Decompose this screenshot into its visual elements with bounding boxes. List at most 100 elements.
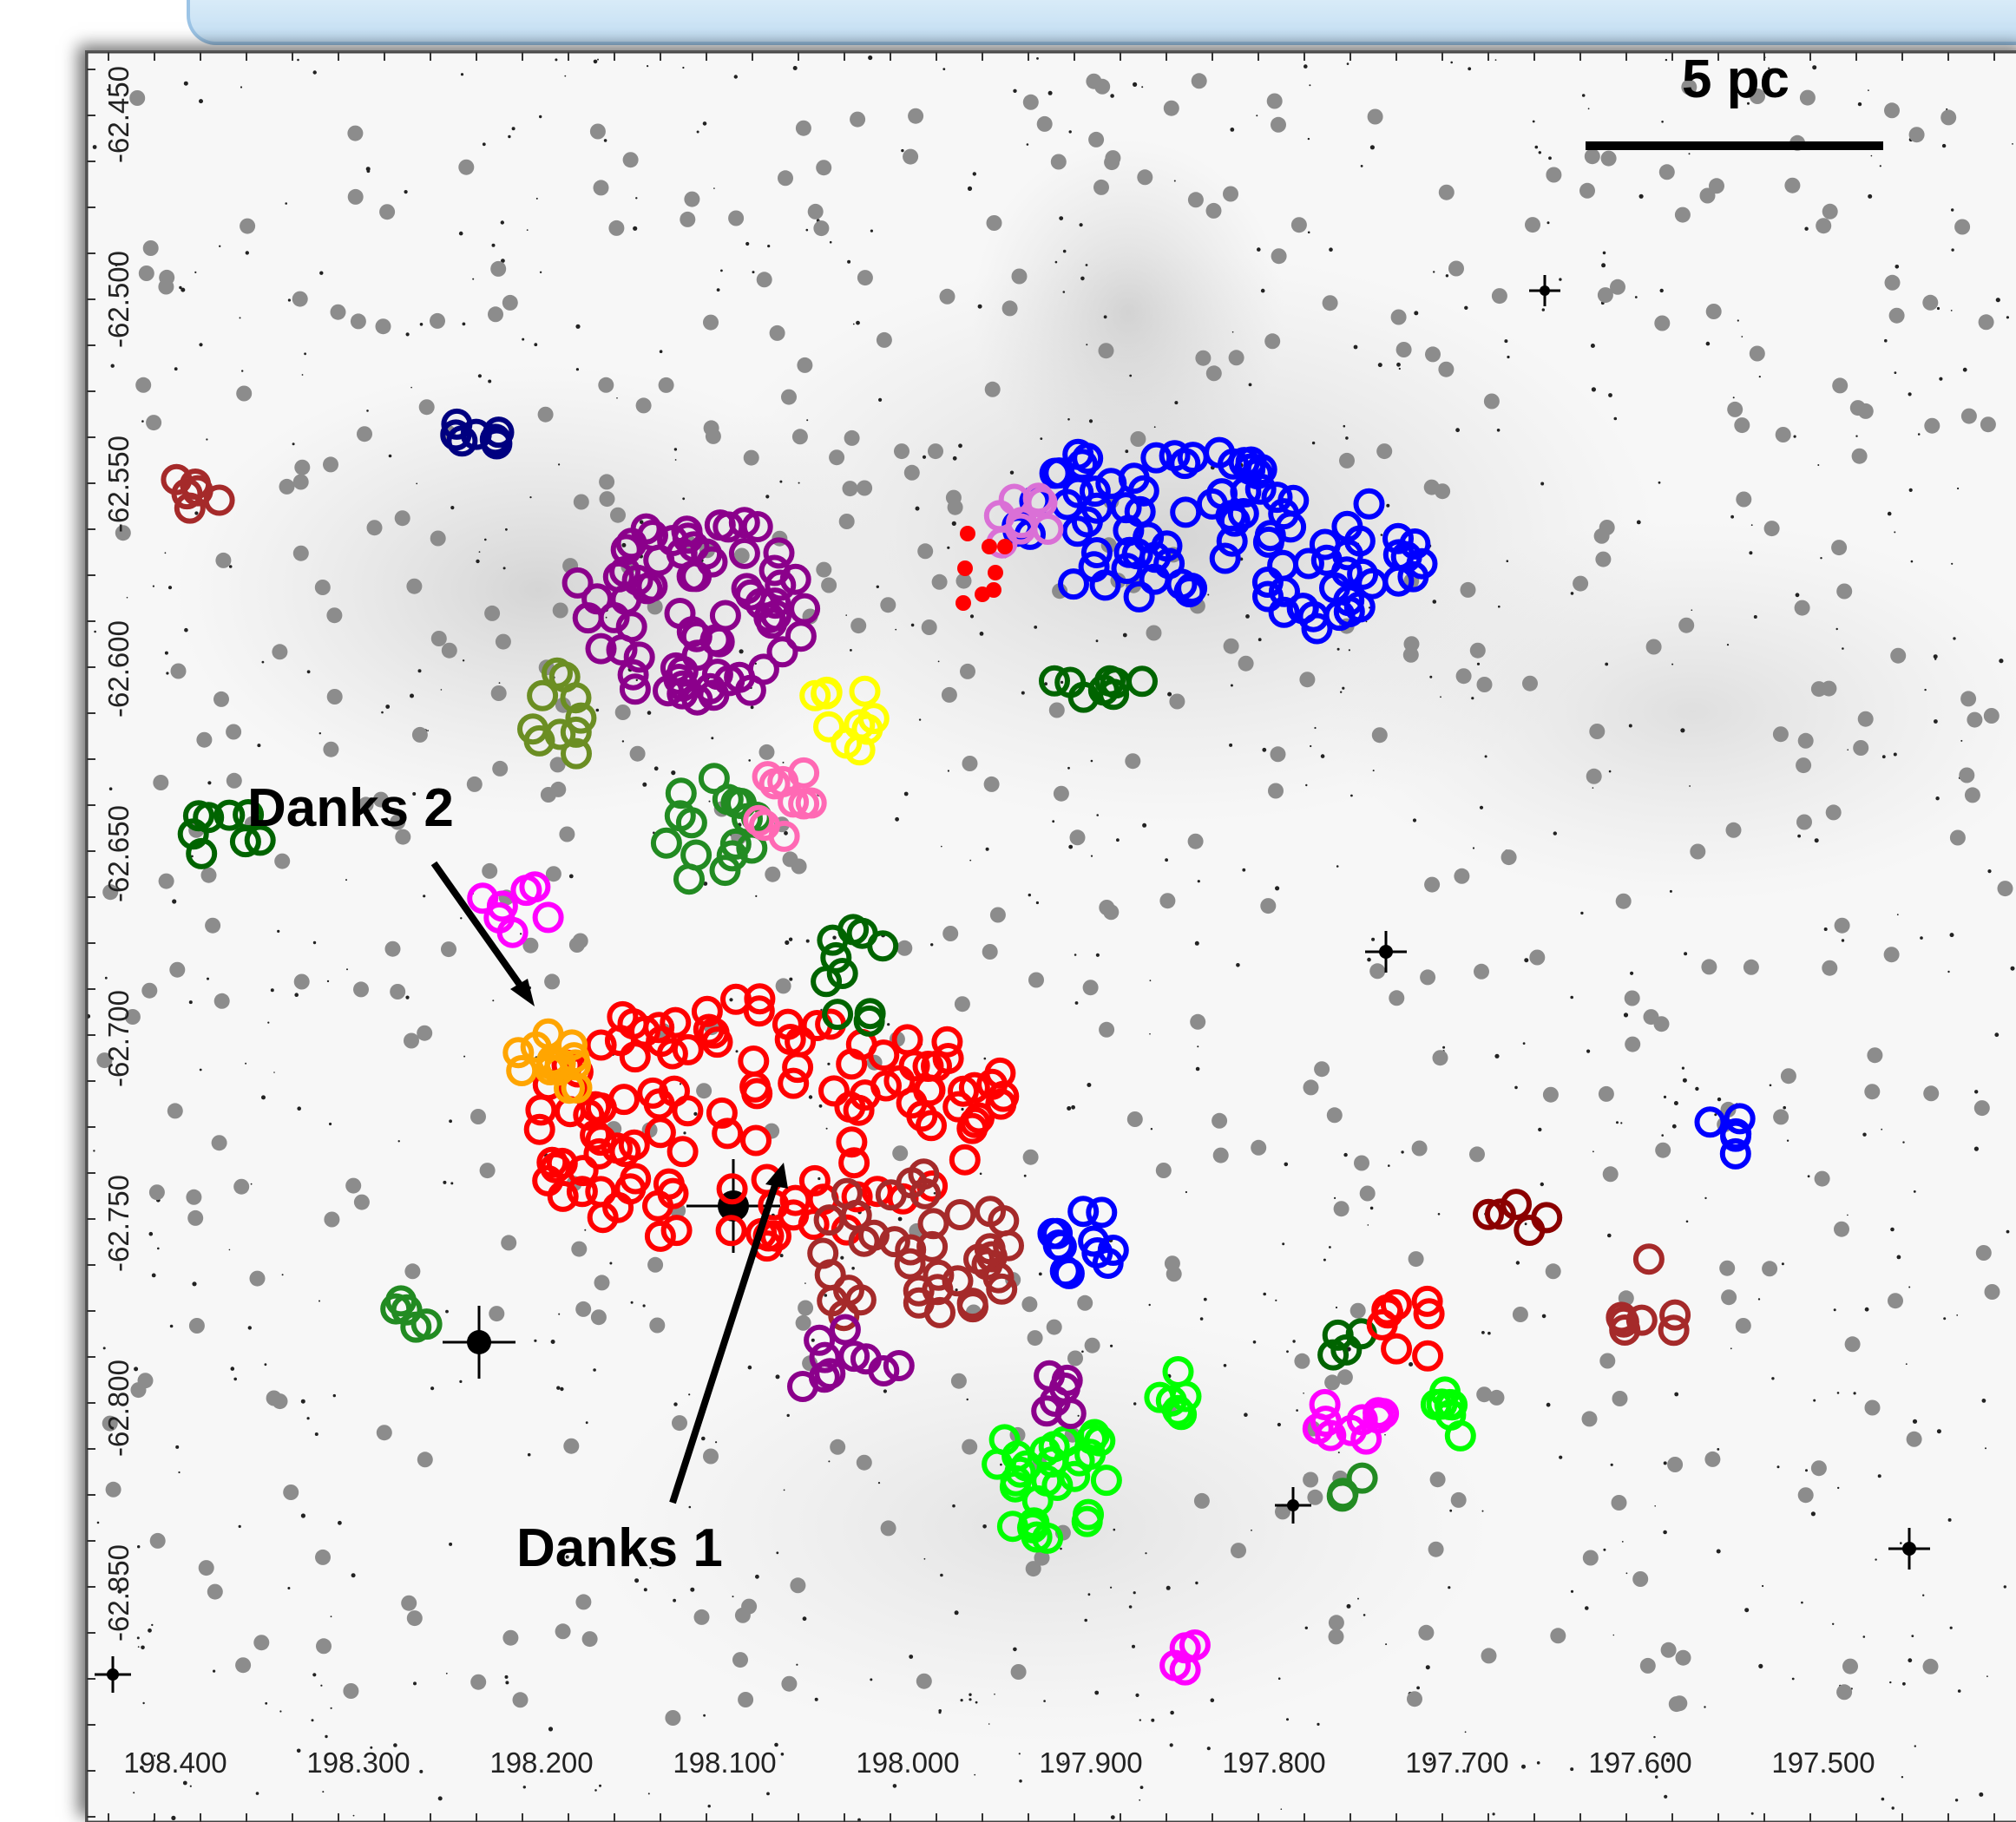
member-star-circle [821, 1078, 847, 1104]
background-star [1630, 972, 1633, 975]
field-source-marker [1655, 1143, 1671, 1158]
field-source-marker [1822, 960, 1837, 976]
background-star [1955, 1799, 1958, 1801]
field-source-marker [227, 773, 242, 789]
background-star [1442, 1046, 1445, 1049]
background-star [974, 1774, 975, 1776]
field-source-marker [955, 996, 970, 1012]
field-source-marker [331, 305, 346, 320]
background-star [410, 694, 414, 698]
background-star [870, 230, 873, 233]
background-star [1317, 1723, 1319, 1726]
background-star [1174, 180, 1176, 182]
background-star [540, 272, 542, 273]
background-star [1305, 784, 1307, 786]
background-star [534, 343, 537, 346]
background-star [301, 1399, 305, 1404]
background-star [1455, 428, 1460, 432]
background-star [172, 899, 176, 903]
background-star [246, 251, 249, 254]
field-source-marker [1002, 300, 1018, 316]
background-star [2004, 1585, 2006, 1588]
background-star [1663, 1530, 1667, 1535]
background-star [584, 1229, 586, 1231]
background-star [1497, 429, 1501, 432]
field-source-marker [1550, 1628, 1566, 1643]
field-source-marker [357, 426, 372, 442]
background-star [682, 67, 684, 69]
background-star [1680, 728, 1684, 732]
background-star [1055, 261, 1058, 264]
background-star [1195, 1582, 1198, 1584]
background-star [1347, 62, 1349, 65]
field-source-marker [404, 1033, 419, 1049]
field-source-marker [1484, 394, 1500, 410]
background-star [1943, 1317, 1946, 1320]
field-source-marker [1706, 304, 1722, 319]
background-star [1934, 654, 1938, 659]
background-star [1261, 289, 1265, 293]
background-star [1783, 1106, 1786, 1110]
background-star [1296, 1409, 1298, 1412]
field-source-marker [1831, 540, 1847, 555]
field-source-marker [1743, 960, 1759, 975]
background-star [828, 1460, 830, 1462]
background-star [1245, 614, 1250, 619]
background-star [815, 1698, 818, 1701]
background-star [952, 1504, 955, 1508]
background-star [1570, 1767, 1573, 1771]
field-source-marker [1403, 647, 1419, 663]
background-star [1019, 1779, 1022, 1783]
field-source-marker [1798, 733, 1814, 749]
background-star [1535, 146, 1539, 149]
background-star [175, 1445, 179, 1449]
background-star [1043, 1700, 1046, 1702]
background-star [1151, 1128, 1152, 1130]
background-star [1890, 1228, 1895, 1232]
field-source-marker [1750, 346, 1765, 362]
member-star-dot [955, 595, 971, 611]
background-star [1111, 1815, 1115, 1819]
background-star [1622, 1541, 1624, 1543]
background-star [1889, 1681, 1891, 1683]
background-star [1937, 307, 1940, 310]
background-star [1149, 1304, 1151, 1306]
field-source-marker [942, 926, 958, 941]
background-star [1305, 1627, 1308, 1629]
background-star [703, 1714, 706, 1717]
field-source-marker [1125, 753, 1140, 769]
background-star [1924, 689, 1926, 691]
background-star [1813, 1399, 1816, 1402]
background-star [1862, 1133, 1866, 1137]
background-star [1438, 1213, 1441, 1216]
field-source-marker [1223, 187, 1238, 202]
field-source-marker [1376, 443, 1392, 459]
background-star [673, 1402, 677, 1406]
field-source-marker [171, 664, 187, 679]
field-source-marker [594, 180, 609, 195]
background-star [1507, 560, 1509, 562]
background-star [745, 242, 749, 246]
field-source-marker [207, 1584, 223, 1600]
background-star [1440, 696, 1441, 698]
field-source-marker [1294, 1353, 1310, 1369]
background-star [1751, 524, 1753, 526]
field-source-marker [293, 546, 309, 561]
field-source-marker [1169, 694, 1185, 710]
field-source-marker [759, 744, 775, 760]
background-star [594, 1789, 597, 1792]
background-star [1542, 1314, 1546, 1319]
background-star [1068, 845, 1073, 849]
background-star [793, 66, 798, 70]
background-star [818, 1177, 820, 1180]
background-star [1281, 1808, 1283, 1810]
background-star [1855, 436, 1857, 437]
background-star [1133, 1591, 1136, 1594]
background-star [877, 586, 879, 588]
background-star [1426, 1665, 1430, 1669]
background-star [1481, 1331, 1485, 1334]
field-source-marker [167, 1103, 183, 1118]
background-star [229, 1249, 231, 1251]
field-source-marker [796, 1315, 811, 1331]
background-star [1345, 436, 1349, 440]
